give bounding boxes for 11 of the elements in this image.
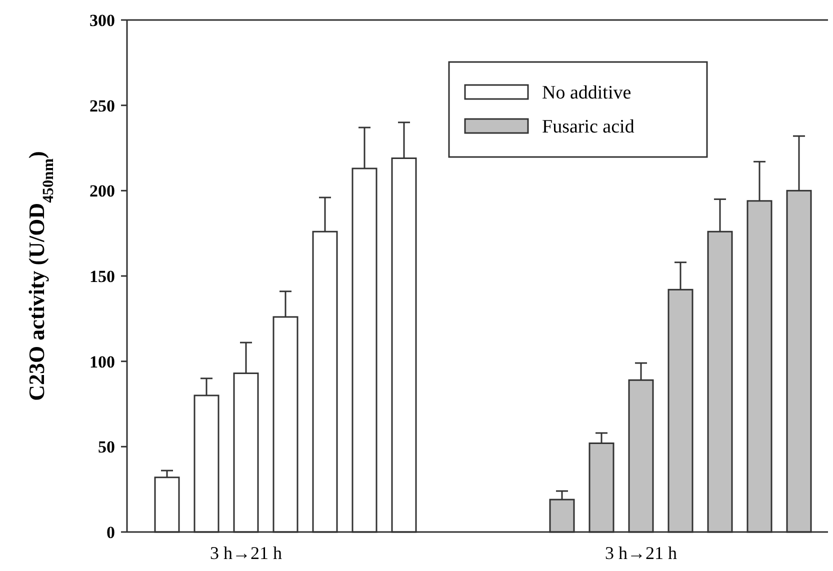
legend-label: Fusaric acid [542, 116, 635, 138]
y-tick-label: 200 [90, 182, 115, 201]
y-tick-label: 0 [106, 522, 115, 542]
x-tick-label: 3 h→21 h [210, 543, 282, 563]
y-tick-label: 300 [90, 10, 115, 30]
y-tick-label: 50 [98, 438, 115, 457]
y-tick-label: 250 [90, 96, 115, 116]
x-tick-label: 3 h→21 h [605, 543, 677, 563]
legend-label: No additive [542, 82, 632, 104]
y-tick-label: 100 [90, 352, 115, 372]
y-tick-label: 150 [90, 266, 115, 286]
